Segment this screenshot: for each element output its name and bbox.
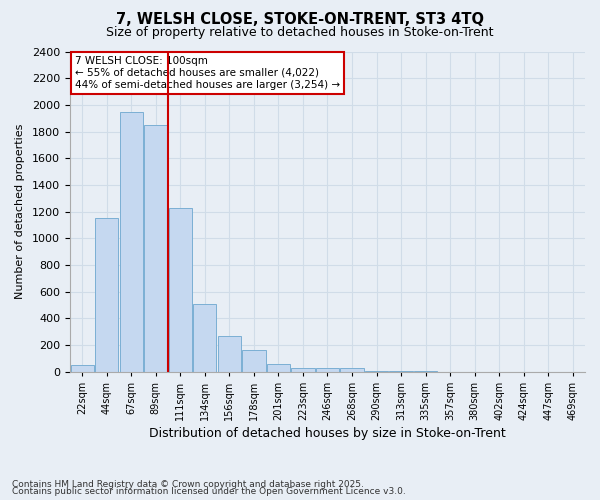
Bar <box>119 112 143 372</box>
Bar <box>365 371 388 372</box>
Bar <box>144 125 167 372</box>
Y-axis label: Number of detached properties: Number of detached properties <box>15 124 25 300</box>
Bar <box>193 304 217 372</box>
Bar <box>169 208 192 372</box>
Bar <box>218 336 241 372</box>
Text: Contains HM Land Registry data © Crown copyright and database right 2025.: Contains HM Land Registry data © Crown c… <box>12 480 364 489</box>
Bar <box>71 365 94 372</box>
Bar <box>95 218 118 372</box>
Bar <box>267 364 290 372</box>
Bar <box>242 350 266 372</box>
Text: Contains public sector information licensed under the Open Government Licence v3: Contains public sector information licen… <box>12 488 406 496</box>
Bar <box>340 368 364 372</box>
Text: 7 WELSH CLOSE: 100sqm
← 55% of detached houses are smaller (4,022)
44% of semi-d: 7 WELSH CLOSE: 100sqm ← 55% of detached … <box>75 56 340 90</box>
Bar <box>291 368 314 372</box>
Bar <box>316 368 339 372</box>
Text: 7, WELSH CLOSE, STOKE-ON-TRENT, ST3 4TQ: 7, WELSH CLOSE, STOKE-ON-TRENT, ST3 4TQ <box>116 12 484 28</box>
Text: Size of property relative to detached houses in Stoke-on-Trent: Size of property relative to detached ho… <box>106 26 494 39</box>
X-axis label: Distribution of detached houses by size in Stoke-on-Trent: Distribution of detached houses by size … <box>149 427 506 440</box>
